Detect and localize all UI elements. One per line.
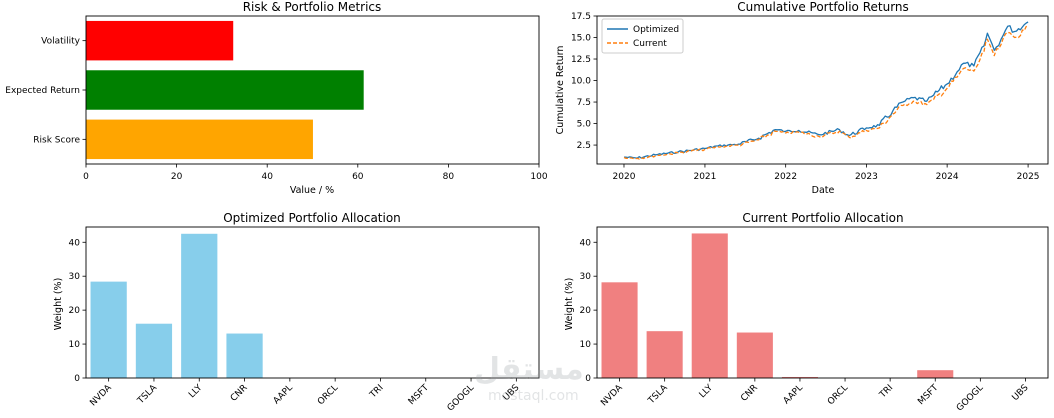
cumulative-returns-xlabel: Date [812,185,835,196]
returns-xtick-label: 2023 [855,172,878,182]
risk-metric-bar [86,20,234,61]
optimized-allocation-title: Optimized Portfolio Allocation [223,211,401,225]
risk-metrics-title: Risk & Portfolio Metrics [243,0,382,14]
current-allocation-xtick-label: AAPL [782,383,805,406]
returns-ytick-label: 10.0 [571,77,591,87]
current-allocation-bar [601,282,638,378]
current-allocation-bar [917,370,954,378]
optimized-allocation-axes-frame [85,226,540,379]
optimized-allocation-xtick-label: CNR [229,383,250,404]
optimized-allocation-ytick-label: 10 [69,340,81,350]
optimized-allocation-bar [226,333,263,378]
current-allocation-xtick-label: CNR [739,383,760,404]
current-allocation-xtick-label: UBS [1011,383,1031,403]
optimized-allocation-xtick-label: NVDA [88,382,114,408]
series-line-optimized [623,21,1029,159]
risk-metric-xtick-label: 40 [261,172,273,182]
cumulative-returns-title: Cumulative Portfolio Returns [737,0,909,14]
optimized-allocation-xtick-label: TSLA [135,382,159,406]
returns-ytick-label: 2.5 [577,141,591,151]
risk-metric-ytick-label: Risk Score [33,135,80,145]
optimized-allocation-xtick-label: TRI [368,383,386,401]
risk-metric-xtick-label: 80 [443,172,455,182]
current-allocation-xtick-label: ORCL [826,383,850,407]
watermark-text: mostaql.com [488,388,579,404]
risk-metrics-axes-frame [85,15,540,165]
current-allocation-bar [646,331,683,378]
optimized-allocation-xtick-label: LLY [187,383,205,401]
current-allocation-ytick-label: 30 [580,272,592,282]
risk-metric-ytick-label: Expected Return [5,86,80,96]
optimized-allocation-panel: Optimized Portfolio Allocation NVDA TSLA L… [53,211,540,414]
mostaql-watermark: مستقل mostaql.com [468,352,588,412]
returns-xtick-label: 2025 [1017,172,1040,182]
current-allocation-xtick-label: TRI [877,383,895,401]
watermark-logo: مستقل [474,352,584,387]
returns-ytick-label: 5.0 [577,120,592,130]
returns-ytick-label: 7.5 [577,98,591,108]
optimized-allocation-bar [135,323,173,378]
risk-metric-xtick-label: 0 [83,172,89,182]
returns-xtick-label: 2024 [936,172,959,182]
current-allocation-xtick-label: TSLA [646,382,670,406]
series-line-current [623,25,1029,160]
optimized-allocation-ytick-label: 30 [69,272,81,282]
risk-metric-xtick-label: 20 [171,172,183,182]
current-allocation-xtick-label: LLY [698,383,716,401]
legend-label-optimized: Optimized [633,25,679,35]
legend-label-current: Current [633,39,667,49]
current-allocation-bar [781,376,818,378]
current-allocation-xtick-label: NVDA [599,382,625,408]
returns-xtick-label: 2021 [693,172,716,182]
risk-metric-xtick-label: 100 [530,172,547,182]
optimized-allocation-xtick-label: ORCL [316,383,340,407]
returns-ytick-label: 15.0 [571,34,591,44]
current-allocation-axes-frame [596,226,1049,379]
risk-metric-xtick-label: 60 [352,172,364,182]
current-allocation-xtick-label: GOOGL [955,383,986,414]
current-allocation-bar [691,233,728,378]
optimized-allocation-ytick-label: 20 [69,306,81,316]
returns-xtick-label: 2020 [613,172,636,182]
cumulative-returns-panel: Cumulative Portfolio Returns 2020 2021 202… [555,0,1049,196]
current-allocation-xtick-label: MSFT [916,383,940,407]
cumulative-returns-legend: Optimized Current [601,18,684,54]
optimized-allocation-ylabel: Weight (%) [53,278,64,331]
cumulative-returns-ylabel: Cumulative Return [555,46,566,135]
risk-metrics-panel: Risk & Portfolio Metrics Volatility Expec… [5,0,548,196]
optimized-allocation-ytick-label: 0 [74,374,80,384]
current-allocation-ytick-label: 10 [580,340,592,350]
optimized-allocation-xtick-label: MSFT [407,383,431,407]
optimized-allocation-bar [181,233,218,378]
cumulative-returns-axes-frame [596,15,1049,165]
returns-ytick-label: 17.5 [571,12,591,22]
returns-xtick-label: 2022 [774,172,797,182]
risk-metric-bar [86,70,364,110]
current-allocation-ytick-label: 20 [580,306,592,316]
optimized-allocation-xtick-label: AAPL [272,383,295,406]
current-allocation-bar [736,332,773,378]
optimized-allocation-bar [90,281,127,378]
risk-metric-bar [86,119,313,160]
optimized-allocation-ytick-label: 40 [69,238,81,248]
current-allocation-title: Current Portfolio Allocation [742,211,903,225]
current-allocation-panel: Current Portfolio Allocation NVDA TSLA LLY… [564,211,1049,414]
current-allocation-ytick-label: 40 [580,238,592,248]
risk-metrics-xlabel: Value / % [290,185,334,196]
risk-metric-ytick-label: Volatility [41,37,81,47]
returns-ytick-label: 12.5 [571,55,591,65]
current-allocation-ylabel: Weight (%) [564,278,575,331]
current-allocation-ytick-label: 0 [585,374,591,384]
